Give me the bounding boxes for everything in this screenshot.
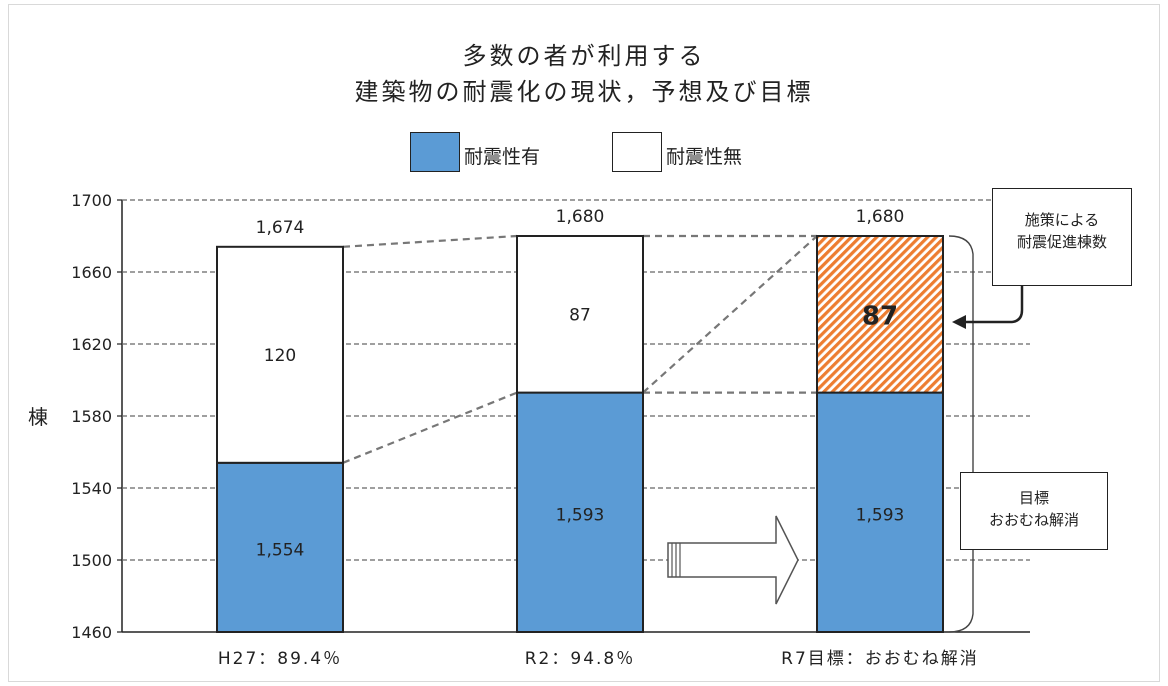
connector-base-line [342,391,518,464]
goal-callout-line-1: 目標 [1018,489,1049,507]
legend-swatch-without-resistance [612,132,662,172]
right-brace [948,235,974,633]
chart-title-line-2: 建築物の耐震化の現状，予想及び目標 [354,78,814,106]
x-category-label: R7目標：おおむね解消 [781,649,979,669]
measures-callout: 施策による 耐震促進棟数 [992,188,1132,286]
callout-pointer-line [962,286,1024,324]
goal-callout-line-2: おおむね解消 [988,511,1079,529]
callout-pointer-arrowhead-icon [952,315,966,329]
measures-callout-line-2: 耐震促進棟数 [1016,233,1107,251]
y-tick-label: 1500 [71,551,112,570]
x-category-label: H27：89.4％ [218,649,342,669]
y-axis-label: 棟 [28,405,48,429]
chart-title-line-1: 多数の者が利用する [462,42,706,70]
data-label-total: 1,674 [256,218,305,238]
y-tick-label: 1700 [71,191,112,210]
connector-diagonal-line [642,235,818,394]
data-label-with-resistance: 1,593 [856,505,905,525]
y-tick-label: 1540 [71,479,112,498]
data-label-without-resistance: 87 [862,301,898,331]
bar-with-resistance [216,461,344,633]
legend-swatch-with-resistance [410,132,460,172]
forward-arrow-icon [667,515,799,605]
measures-callout-line-1: 施策による [1024,211,1100,229]
y-tick-label: 1580 [71,407,112,426]
data-label-with-resistance: 1,554 [256,540,305,560]
goal-callout: 目標 おおむね解消 [960,472,1108,550]
bar-with-resistance [816,391,944,633]
data-label-without-resistance: 87 [569,305,591,325]
legend-label-with-resistance: 耐震性有 [464,146,541,168]
bar-without-resistance [216,245,344,464]
data-label-with-resistance: 1,593 [556,505,605,525]
chart-frame [8,4,1160,682]
connector-top-line [342,234,518,248]
data-label-total: 1,680 [856,207,905,227]
y-tick-label: 1660 [71,263,112,282]
y-tick-label: 1620 [71,335,112,354]
x-category-label: R2：94.8％ [525,649,635,669]
data-label-without-resistance: 120 [264,346,296,366]
bar-without-resistance [516,235,644,394]
legend-label-without-resistance: 耐震性無 [666,146,743,168]
data-label-total: 1,680 [556,207,605,227]
bar-measures-hatched [816,235,944,394]
y-tick-label: 1460 [71,623,112,642]
